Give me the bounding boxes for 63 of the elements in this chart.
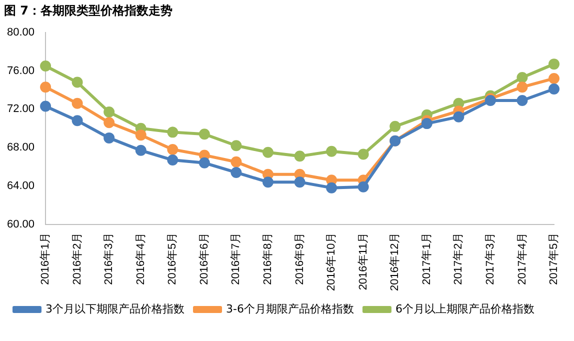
point [548, 72, 560, 84]
point [262, 176, 274, 188]
point [548, 84, 560, 95]
point [294, 176, 306, 188]
x-tick-label: 2016年1月 [40, 232, 52, 285]
chart-title: 图 7：各期限类型价格指数走势 [4, 3, 173, 18]
y-tick-label: 72.00 [6, 103, 35, 116]
x-tick-label: 2016年11月 [357, 232, 370, 290]
point [40, 82, 52, 93]
legend-label: 6个月以上期限产品价格指数 [395, 302, 534, 316]
x-tick-label: 2017年1月 [420, 232, 433, 285]
y-tick-label: 76.00 [6, 64, 35, 77]
point [167, 126, 178, 138]
x-tick-label: 2016年5月 [166, 232, 179, 285]
x-tick-label: 2016年8月 [262, 232, 274, 285]
point [358, 148, 369, 160]
point [294, 150, 306, 162]
point [516, 82, 528, 93]
y-tick-label: 68.00 [6, 142, 35, 154]
point [326, 146, 338, 157]
point [230, 140, 242, 152]
point [230, 166, 242, 178]
x-tick-label: 2017年5月 [548, 232, 560, 285]
point [421, 118, 432, 130]
x-tick-label: 2016年9月 [294, 232, 306, 285]
point [453, 111, 464, 122]
x-tick-label: 2016年7月 [230, 232, 242, 285]
point [167, 144, 178, 155]
x-tick-label: 2016年4月 [134, 232, 147, 285]
x-tick-label: 2017年4月 [516, 232, 528, 285]
point [104, 132, 115, 144]
point [135, 130, 146, 141]
legend-label: 3-6个月期限产品价格指数 [226, 302, 354, 316]
point [72, 76, 83, 88]
point [40, 100, 52, 112]
point [198, 128, 210, 140]
x-tick-label: 2017年3月 [484, 232, 496, 285]
point [516, 72, 528, 83]
x-tick-label: 2016年6月 [198, 232, 210, 285]
point [358, 181, 369, 192]
point [72, 98, 83, 109]
point [72, 115, 83, 126]
point [516, 95, 528, 106]
x-tick-label: 2016年10月 [326, 232, 338, 292]
x-tick-label: 2017年2月 [452, 232, 465, 285]
point [167, 154, 178, 166]
x-tick-label: 2016年3月 [103, 232, 116, 285]
y-tick-label: 64.00 [6, 180, 35, 192]
point [198, 157, 210, 168]
y-tick-label: 60.00 [6, 218, 35, 230]
y-tick-label: 80.00 [6, 26, 35, 38]
point [135, 144, 146, 156]
point [548, 58, 560, 70]
point [262, 146, 274, 158]
point [40, 60, 52, 72]
x-tick-label: 2016年12月 [389, 232, 402, 292]
point [390, 120, 401, 132]
point [104, 106, 115, 118]
point [326, 182, 338, 194]
point [230, 156, 242, 168]
x-tick-label: 2016年2月 [71, 232, 84, 285]
point [104, 117, 115, 128]
legend-label: 3个月以下期限产品价格指数 [46, 302, 184, 316]
